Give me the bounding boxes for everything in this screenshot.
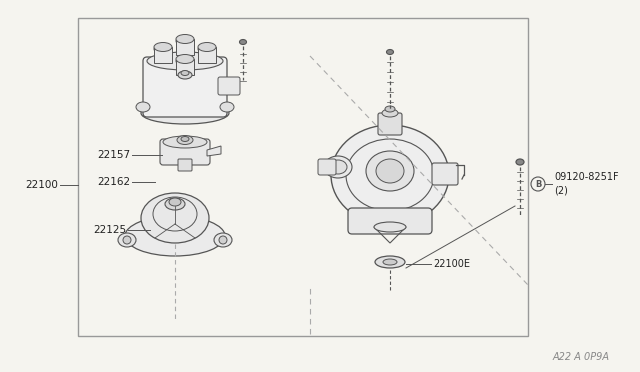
- Ellipse shape: [154, 44, 172, 54]
- Text: 09120-8251F
(2): 09120-8251F (2): [554, 172, 619, 196]
- Ellipse shape: [169, 198, 181, 206]
- Ellipse shape: [165, 198, 185, 210]
- FancyBboxPatch shape: [218, 77, 240, 95]
- Ellipse shape: [383, 259, 397, 265]
- Ellipse shape: [239, 39, 246, 45]
- Ellipse shape: [387, 49, 394, 55]
- Ellipse shape: [176, 56, 194, 66]
- Ellipse shape: [385, 106, 395, 112]
- Text: A22 A 0P9A: A22 A 0P9A: [553, 352, 610, 362]
- Ellipse shape: [198, 42, 216, 51]
- Ellipse shape: [374, 222, 406, 232]
- Ellipse shape: [176, 35, 194, 44]
- Ellipse shape: [176, 36, 194, 46]
- Ellipse shape: [198, 44, 216, 54]
- Ellipse shape: [176, 55, 194, 64]
- Ellipse shape: [163, 136, 207, 148]
- Ellipse shape: [118, 233, 136, 247]
- FancyBboxPatch shape: [160, 139, 210, 165]
- Ellipse shape: [141, 193, 209, 243]
- Ellipse shape: [147, 52, 223, 70]
- Text: 22100: 22100: [25, 180, 58, 190]
- Ellipse shape: [516, 159, 524, 165]
- Bar: [154, 47, 172, 63]
- Ellipse shape: [382, 109, 398, 117]
- Polygon shape: [207, 146, 221, 156]
- Ellipse shape: [181, 71, 189, 76]
- Ellipse shape: [366, 151, 414, 191]
- Ellipse shape: [375, 256, 405, 268]
- FancyBboxPatch shape: [318, 159, 336, 175]
- Bar: [176, 59, 194, 75]
- FancyBboxPatch shape: [348, 208, 432, 234]
- FancyBboxPatch shape: [178, 159, 192, 171]
- Ellipse shape: [136, 102, 150, 112]
- Circle shape: [219, 236, 227, 244]
- Ellipse shape: [178, 71, 192, 79]
- Text: 22162: 22162: [97, 177, 130, 187]
- Text: 22157: 22157: [97, 150, 130, 160]
- Ellipse shape: [154, 42, 172, 51]
- Ellipse shape: [329, 160, 347, 174]
- FancyBboxPatch shape: [432, 163, 458, 185]
- FancyBboxPatch shape: [378, 113, 402, 135]
- Circle shape: [123, 236, 131, 244]
- FancyBboxPatch shape: [143, 57, 227, 117]
- Ellipse shape: [141, 102, 229, 124]
- Ellipse shape: [177, 135, 193, 144]
- Ellipse shape: [376, 159, 404, 183]
- Text: 22100E: 22100E: [433, 259, 470, 269]
- Bar: [176, 39, 194, 55]
- Ellipse shape: [125, 216, 225, 256]
- Ellipse shape: [220, 102, 234, 112]
- Ellipse shape: [181, 137, 189, 141]
- Bar: [78, 18, 528, 336]
- Text: 22125: 22125: [93, 225, 126, 235]
- Bar: [198, 47, 216, 63]
- Ellipse shape: [331, 125, 449, 225]
- Ellipse shape: [324, 156, 352, 178]
- Text: B: B: [535, 180, 541, 189]
- Ellipse shape: [214, 233, 232, 247]
